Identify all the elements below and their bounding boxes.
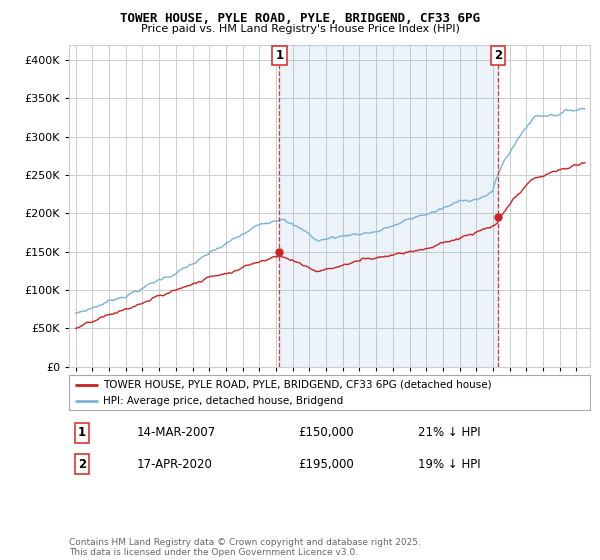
Text: HPI: Average price, detached house, Bridgend: HPI: Average price, detached house, Brid… bbox=[103, 396, 343, 406]
Text: Price paid vs. HM Land Registry's House Price Index (HPI): Price paid vs. HM Land Registry's House … bbox=[140, 24, 460, 34]
Text: 1: 1 bbox=[78, 426, 86, 440]
Text: 2: 2 bbox=[78, 458, 86, 471]
Text: £195,000: £195,000 bbox=[298, 458, 354, 471]
Text: 17-APR-2020: 17-APR-2020 bbox=[137, 458, 212, 471]
Bar bbox=[280, 45, 498, 367]
Text: TOWER HOUSE, PYLE ROAD, PYLE, BRIDGEND, CF33 6PG: TOWER HOUSE, PYLE ROAD, PYLE, BRIDGEND, … bbox=[120, 12, 480, 25]
Text: £150,000: £150,000 bbox=[298, 426, 354, 440]
Text: 1: 1 bbox=[275, 49, 284, 62]
Text: TOWER HOUSE, PYLE ROAD, PYLE, BRIDGEND, CF33 6PG (detached house): TOWER HOUSE, PYLE ROAD, PYLE, BRIDGEND, … bbox=[103, 380, 491, 390]
Text: 2: 2 bbox=[494, 49, 502, 62]
Text: Contains HM Land Registry data © Crown copyright and database right 2025.
This d: Contains HM Land Registry data © Crown c… bbox=[69, 538, 421, 557]
Text: 19% ↓ HPI: 19% ↓ HPI bbox=[418, 458, 481, 471]
Text: 14-MAR-2007: 14-MAR-2007 bbox=[137, 426, 216, 440]
Text: 21% ↓ HPI: 21% ↓ HPI bbox=[418, 426, 481, 440]
